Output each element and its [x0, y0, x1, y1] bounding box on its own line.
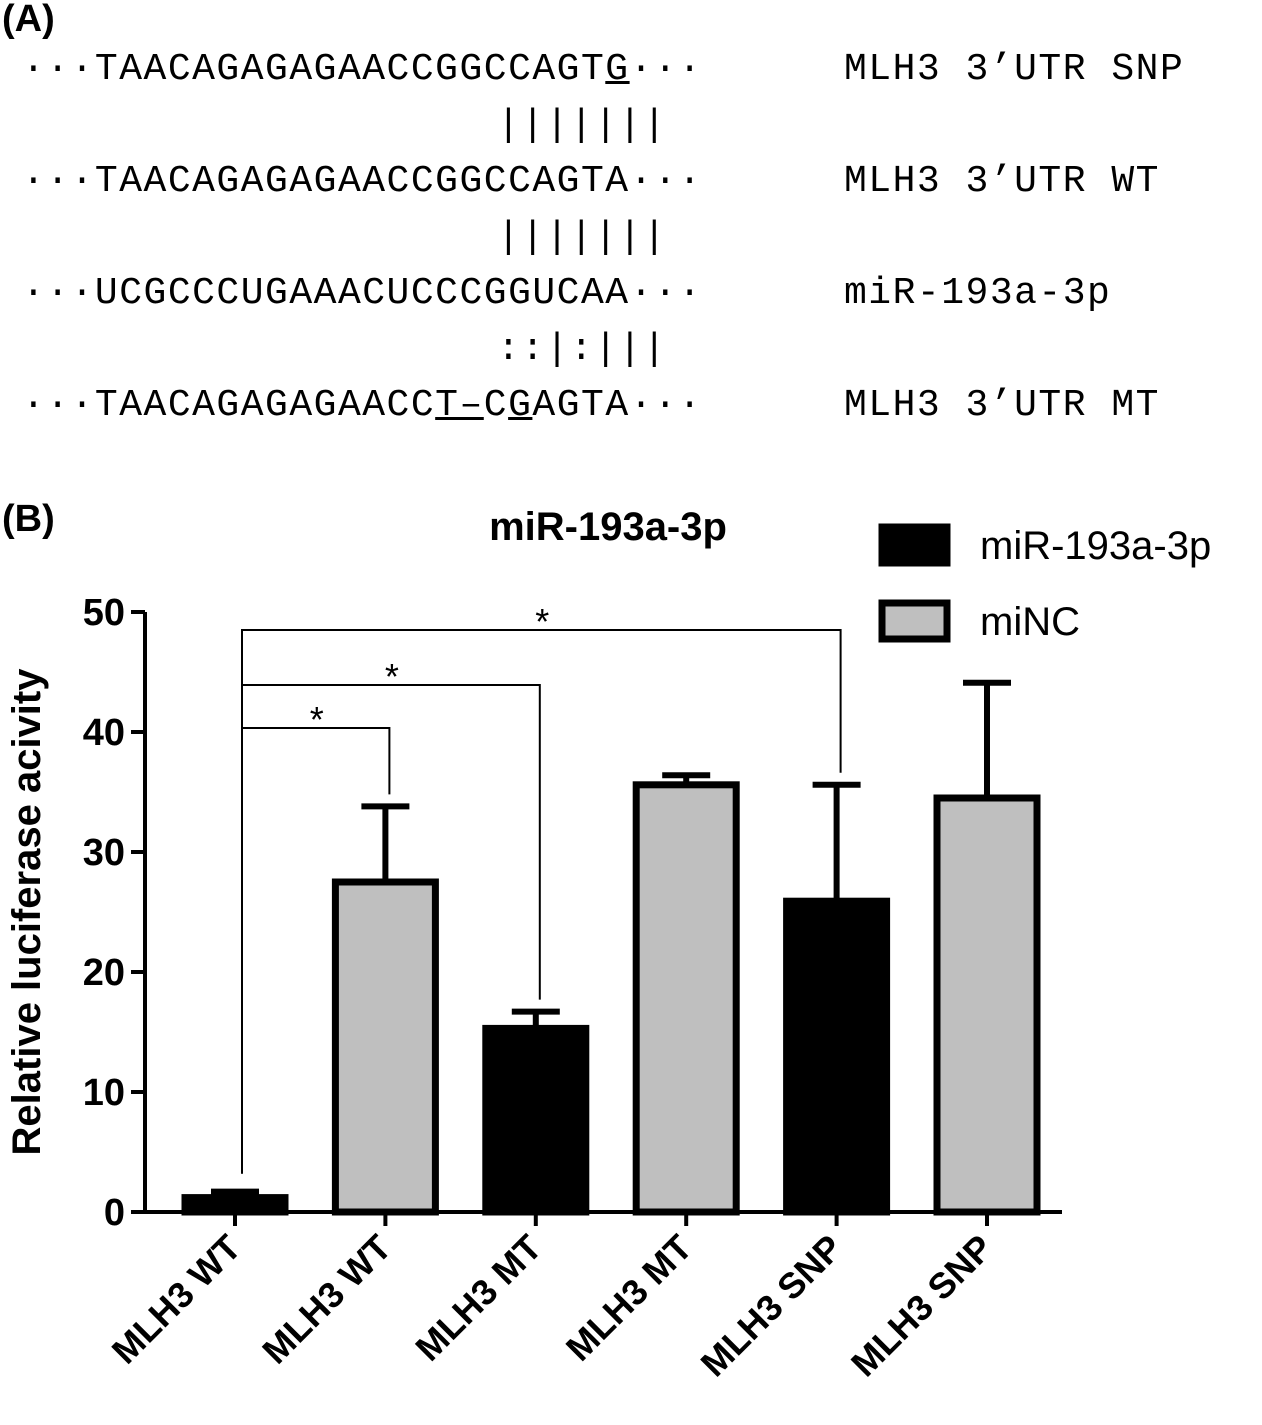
sequence-wt: ···TAACAGAGAGAACCGGCCAGTA··· [22, 160, 703, 203]
sequence-snp-variant: G [605, 48, 630, 91]
sequence-mt-prefix: ···TAACAGAGAGAACC [22, 384, 436, 427]
legend-label: miR-193a-3p [980, 524, 1211, 568]
y-axis-label: Relative luciferase acivity [5, 668, 49, 1156]
bar [181, 1194, 289, 1216]
sequence-mt-deletion: T– [435, 384, 484, 427]
sequence-name-wt: MLH3 3’UTR WT [844, 160, 1160, 203]
sequence-mt-middle: C [483, 384, 509, 427]
panel-b-label: (B) [2, 498, 55, 540]
pairing-line-2: ||||||| [497, 216, 668, 259]
bar [482, 1024, 590, 1216]
x-tick-label: MLH3 WT [254, 1227, 399, 1372]
sequence-row-wt: ···TAACAGAGAGAACCGGCCAGTA··· MLH3 3’UTR … [22, 160, 1262, 210]
sequence-row-snp: ···TAACAGAGAGAACCGGCCAGTG··· MLH3 3’UTR … [22, 48, 1262, 98]
x-tick-label: MLH3 MT [558, 1227, 700, 1369]
legend-swatch [878, 523, 951, 567]
y-tick-label: 40 [83, 712, 125, 754]
sequence-row-mirna: ···UCGCCCUGAAACUCCCGGUCAA··· miR-193a-3p [22, 272, 1262, 322]
sequence-mirna: ···UCGCCCUGAAACUCCCGGUCAA··· [22, 272, 703, 315]
sequence-name-mirna: miR-193a-3p [844, 272, 1112, 315]
y-tick-label: 20 [83, 952, 125, 994]
legend-label: miNC [980, 600, 1080, 644]
bar [783, 897, 891, 1216]
x-tick-label: MLH3 MT [407, 1227, 549, 1369]
y-tick-label: 10 [83, 1072, 125, 1114]
x-tick-label: MLH3 SNP [693, 1227, 851, 1385]
sequence-mt-substitution: G [508, 384, 533, 427]
sequence-row-mt: ···TAACAGAGAGAACCT–CGAGTA··· MLH3 3’UTR … [22, 384, 1262, 434]
y-tick-label: 50 [83, 592, 125, 634]
sequence-snp-suffix: ··· [629, 48, 703, 91]
bar [331, 878, 439, 1216]
bar [933, 794, 1041, 1216]
pairing-line-1: ||||||| [497, 104, 668, 147]
significance-star: * [535, 601, 549, 642]
y-tick-label: 0 [104, 1192, 125, 1234]
significance-bracket [241, 629, 842, 1174]
panel-a-label: (A) [2, 0, 55, 40]
sequence-name-snp: MLH3 3’UTR SNP [844, 48, 1185, 91]
sequence-mt-suffix: AGTA··· [532, 384, 703, 427]
bar-chart: miR-193a-3p Relative luciferase acivity 0 1… [5, 505, 1211, 1385]
bar [632, 781, 740, 1216]
pairing-line-3: ::|:||| [497, 328, 668, 371]
chart-title: miR-193a-3p [489, 505, 727, 549]
x-tick-label: MLH3 SNP [843, 1227, 1001, 1385]
legend-swatch [878, 599, 951, 643]
significance-star: * [310, 699, 324, 740]
x-tick-label: MLH3 WT [104, 1227, 249, 1372]
sequence-name-mt: MLH3 3’UTR MT [844, 384, 1160, 427]
y-tick-label: 30 [83, 832, 125, 874]
significance-star: * [385, 656, 399, 697]
sequence-snp-prefix: ···TAACAGAGAGAACCGGCCAGT [22, 48, 606, 91]
